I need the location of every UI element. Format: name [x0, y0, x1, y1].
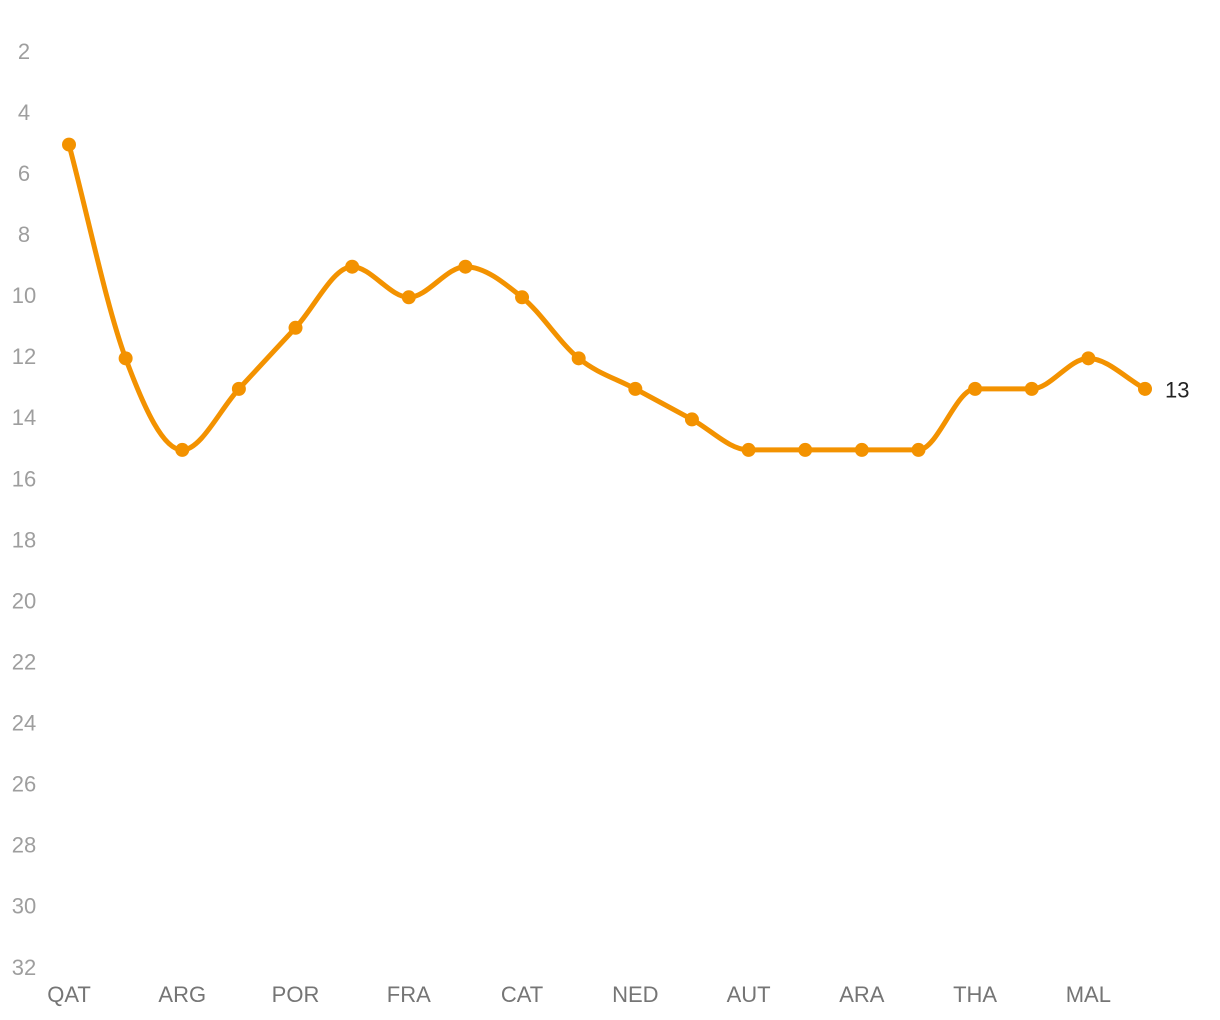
line [66, 143, 1147, 453]
point [1138, 381, 1152, 396]
y-tick-label: 18 [12, 527, 36, 552]
point [854, 442, 869, 457]
x-tick-label: AUT [727, 982, 771, 1007]
point [911, 442, 926, 457]
x-tick-label: QAT [47, 982, 91, 1007]
x-tick-label: FRA [387, 982, 431, 1007]
point [1081, 351, 1096, 366]
point [401, 290, 416, 305]
point [798, 442, 813, 457]
y-tick-label: 16 [12, 466, 36, 491]
point [968, 381, 983, 396]
y-tick-label: 26 [12, 772, 36, 797]
point [345, 259, 360, 274]
y-tick-label: 12 [12, 344, 36, 369]
y-tick-label: 30 [12, 894, 36, 919]
point [118, 351, 133, 366]
y-tick-label: 20 [12, 588, 36, 613]
point [231, 381, 246, 396]
y-tick-label: 22 [12, 649, 36, 674]
y-tick-label: 28 [12, 833, 36, 858]
point [458, 259, 473, 274]
point [741, 442, 756, 457]
y-tick-label: 4 [18, 100, 30, 125]
point [684, 412, 699, 427]
x-tick-label: ARG [158, 982, 206, 1007]
y-tick-label: 14 [12, 405, 36, 430]
y-tick-label: 10 [12, 283, 36, 308]
x-tick-label: ARA [839, 982, 885, 1007]
x-tick-label: THA [953, 982, 997, 1007]
point [62, 137, 76, 152]
y-tick-label: 32 [12, 955, 36, 980]
x-tick-label: CAT [501, 982, 543, 1007]
point [1024, 381, 1039, 396]
x-tick-label: POR [272, 982, 320, 1007]
x-tick-label: NED [612, 982, 658, 1007]
point [515, 290, 530, 305]
point [571, 351, 586, 366]
y-tick-label: 6 [18, 161, 30, 186]
y-tick-label: 24 [12, 711, 36, 736]
y-tick-label: 2 [18, 39, 30, 64]
value-label: 13 [1165, 378, 1189, 403]
point [288, 320, 303, 335]
y-tick-label: 8 [18, 222, 30, 247]
point [175, 442, 190, 457]
point [628, 381, 643, 396]
x-tick-label: MAL [1066, 982, 1111, 1007]
